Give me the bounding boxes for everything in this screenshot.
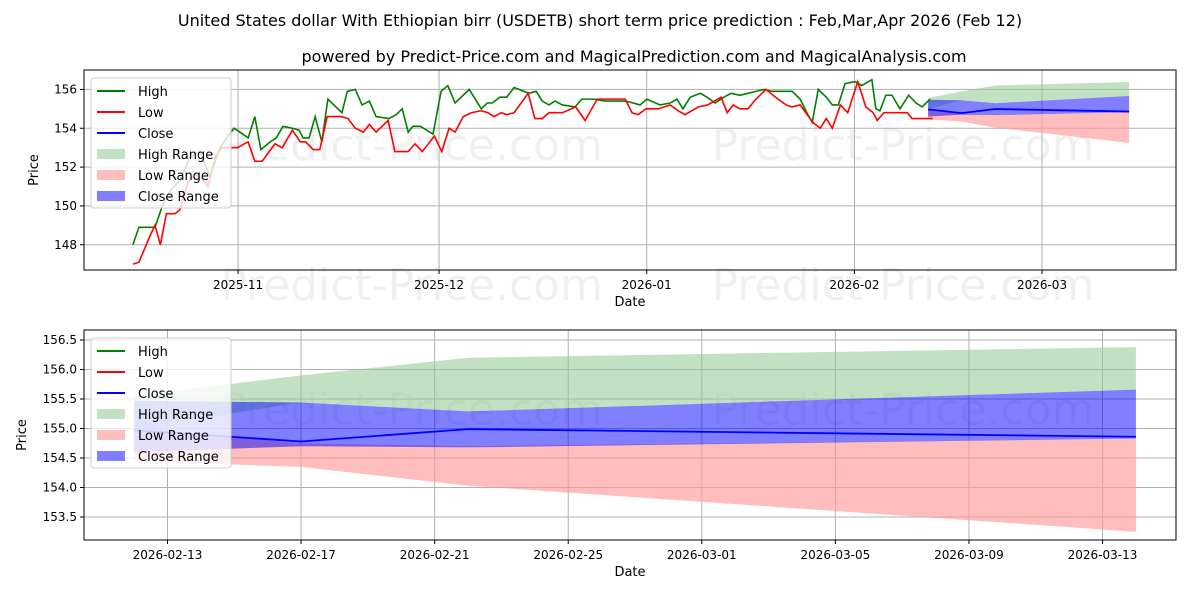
legend-label: Close Range [138, 450, 219, 465]
chart-panel-1: Predict-Price.com Predict-Price.comPredic… [27, 69, 1177, 311]
y-tick-label: 156.0 [43, 363, 77, 377]
high-series-line [132, 78, 931, 246]
x-tick-label: 2026-01 [622, 278, 672, 292]
legend-label: Low Range [138, 169, 209, 184]
legend-swatch-low-range [97, 170, 125, 180]
legend-label: Close [138, 127, 173, 142]
x-tick-label: 2025-11 [213, 278, 263, 292]
x-axis-label: Date [614, 295, 645, 310]
y-tick-label: 153.5 [43, 510, 77, 524]
close-series-line [928, 108, 1130, 115]
legend-label: Close [138, 387, 173, 402]
x-tick-label: 2026-03 [1017, 278, 1067, 292]
legend-swatch-close-range [97, 191, 125, 201]
watermark: Predict-Price.com [712, 260, 1095, 311]
x-tick-label: 2026-02-13 [133, 548, 203, 562]
x-tick-label: 2025-12 [414, 278, 464, 292]
legend-swatch-close-range [97, 451, 125, 461]
legend-label: Low [138, 366, 164, 381]
chart-panel-2: Predict-Price.comPredict-Price.com153.51… [15, 329, 1177, 580]
legend-label: High Range [138, 148, 213, 163]
y-tick-label: 150 [54, 199, 77, 213]
x-tick-label: 2026-03-05 [801, 548, 871, 562]
low-range-band [134, 428, 1136, 532]
y-tick-label: 154.0 [43, 481, 77, 495]
y-tick-label: 148 [54, 238, 77, 252]
y-tick-label: 154 [54, 121, 77, 135]
y-tick-label: 156.5 [43, 333, 77, 347]
chart-title: United States dollar With Ethiopian birr… [178, 11, 1022, 30]
y-tick-label: 155.5 [43, 392, 77, 406]
legend-label: Close Range [138, 190, 219, 205]
high-range-band [134, 347, 1136, 429]
y-tick-label: 152 [54, 160, 77, 174]
chart-subtitle: powered by Predict-Price.com and Magical… [301, 47, 966, 66]
plot-frame [83, 69, 1177, 271]
legend-label: Low Range [138, 429, 209, 444]
legend: High Low Close High Range Low Range Close Ran… [90, 77, 232, 209]
legend-box [90, 337, 232, 469]
legend-box [90, 77, 232, 209]
y-tick-label: 155.0 [43, 422, 77, 436]
legend-swatch-high-range [97, 149, 125, 159]
y-tick-label: 156 [54, 82, 77, 96]
legend-swatch-high-range [97, 409, 125, 419]
low-series-line [132, 79, 933, 265]
x-tick-label: 2026-02-17 [266, 548, 336, 562]
low-range-band [928, 108, 1130, 143]
x-tick-label: 2026-03-13 [1068, 548, 1138, 562]
legend-label: High [138, 85, 168, 100]
x-tick-label: 2026-03-01 [667, 548, 737, 562]
close-range-band [134, 389, 1136, 453]
x-tick-label: 2026-02 [829, 278, 879, 292]
plot-frame [83, 329, 1177, 541]
x-tick-label: 2026-03-09 [934, 548, 1004, 562]
legend-label: High Range [138, 408, 213, 423]
x-tick-label: 2026-02-25 [533, 548, 603, 562]
legend-label: High [138, 345, 168, 360]
y-axis-label: Price [15, 419, 30, 451]
y-axis-label: Price [27, 154, 42, 186]
legend-label: Low [138, 106, 164, 121]
watermark: Predict-Price.com [220, 260, 603, 311]
legend-swatch-low-range [97, 430, 125, 440]
x-axis-label: Date [614, 565, 645, 580]
high-range-band [928, 82, 1130, 109]
x-tick-label: 2026-02-21 [400, 548, 470, 562]
y-tick-label: 154.5 [43, 451, 77, 465]
legend: High Low Close High Range Low Range Close Ran… [90, 337, 232, 469]
